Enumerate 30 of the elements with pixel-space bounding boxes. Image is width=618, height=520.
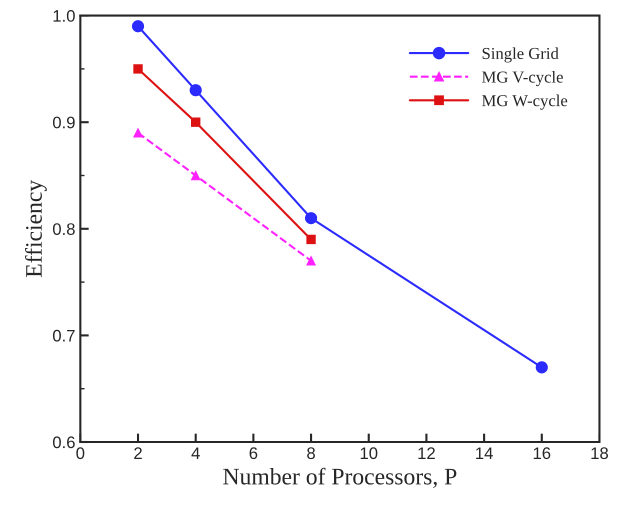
point: [306, 256, 316, 266]
x-tick-label: 14: [476, 447, 493, 459]
y-tick-label: 0.7: [52, 330, 75, 342]
point: [133, 128, 143, 138]
legend-label: Single Grid: [482, 47, 559, 63]
point: [306, 234, 316, 244]
y-axis-title: Efficiency: [25, 180, 47, 278]
y-tick-label: 0.9: [52, 116, 75, 128]
x-tick-label: 2: [134, 447, 142, 459]
x-tick-label: 6: [250, 447, 258, 460]
point: [132, 20, 144, 32]
x-tick-label: 0: [76, 447, 84, 460]
x-tick-label: 10: [360, 447, 378, 460]
point: [133, 64, 143, 74]
x-axis-title: Number of Processors, P: [223, 468, 456, 488]
x-tick-label: 16: [534, 447, 550, 460]
y-tick-label: 1.0: [54, 10, 75, 22]
x-tick-label: 8: [307, 447, 315, 460]
x-tick-label: 4: [191, 447, 200, 459]
legend-label: MG W-cycle: [482, 94, 568, 110]
point: [190, 84, 202, 96]
y-tick-label: 0.6: [52, 436, 75, 448]
point: [191, 118, 200, 127]
point: [536, 361, 548, 374]
point: [191, 170, 200, 180]
point: [304, 212, 318, 224]
x-tick-label: 18: [591, 447, 608, 460]
legend-label: MG V-cycle: [482, 70, 563, 86]
y-tick-label: 0.8: [52, 223, 75, 236]
x-tick-label: 12: [418, 447, 435, 459]
